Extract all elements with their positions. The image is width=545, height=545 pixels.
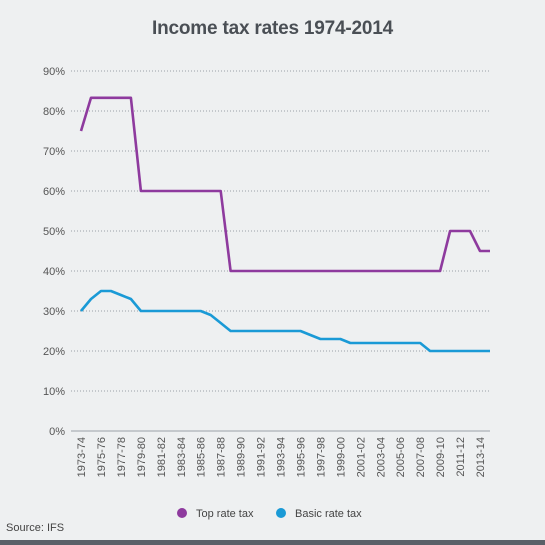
x-tick-label: 2009-10: [435, 437, 447, 477]
x-tick-label: 1995-96: [295, 437, 307, 477]
legend-marker: [276, 508, 286, 518]
footer-bar: [0, 540, 545, 545]
series-line-top-rate: [79, 96, 490, 273]
x-tick-label: 2007-08: [415, 437, 427, 477]
legend-label: Basic rate tax: [295, 508, 362, 520]
y-tick-label: 10%: [43, 386, 65, 398]
x-tick-label: 2005-06: [395, 437, 407, 477]
y-tick-label: 90%: [43, 66, 65, 78]
y-tick-label: 50%: [43, 226, 65, 238]
y-tick-label: 40%: [43, 266, 65, 278]
x-tick-label: 1975-76: [96, 437, 108, 477]
x-tick-label: 1993-94: [276, 437, 288, 477]
x-tick-label: 1981-82: [156, 437, 168, 477]
legend-marker: [177, 508, 187, 518]
x-tick-label: 1979-80: [136, 437, 148, 477]
y-tick-label: 20%: [43, 346, 65, 358]
source-note: Source: IFS: [6, 522, 65, 534]
y-tick-label: 0%: [49, 426, 65, 438]
legend-label: Top rate tax: [196, 508, 254, 520]
x-tick-label: 2003-04: [375, 437, 387, 477]
x-tick-label: 1997-98: [315, 437, 327, 477]
y-tick-label: 30%: [43, 306, 65, 318]
x-tick-label: 1989-90: [236, 437, 248, 477]
x-tick-label: 1987-88: [216, 437, 228, 477]
x-tick-label: 2011-12: [455, 437, 467, 477]
x-tick-label: 1973-74: [76, 437, 88, 477]
y-tick-label: 70%: [43, 146, 65, 158]
x-tick-label: 1977-78: [116, 437, 128, 477]
x-tick-label: 2001-02: [355, 437, 367, 477]
x-tick-label: 1999-00: [335, 437, 347, 477]
series-line-basic-rate: [80, 289, 490, 353]
x-tick-label: 1985-86: [196, 437, 208, 477]
y-tick-label: 80%: [43, 106, 65, 118]
x-tick-label: 1983-84: [176, 437, 188, 477]
x-tick-label: 2013-14: [475, 437, 487, 477]
y-tick-label: 60%: [43, 186, 65, 198]
chart-title: Income tax rates 1974-2014: [152, 18, 393, 39]
x-tick-label: 1991-92: [256, 437, 268, 477]
